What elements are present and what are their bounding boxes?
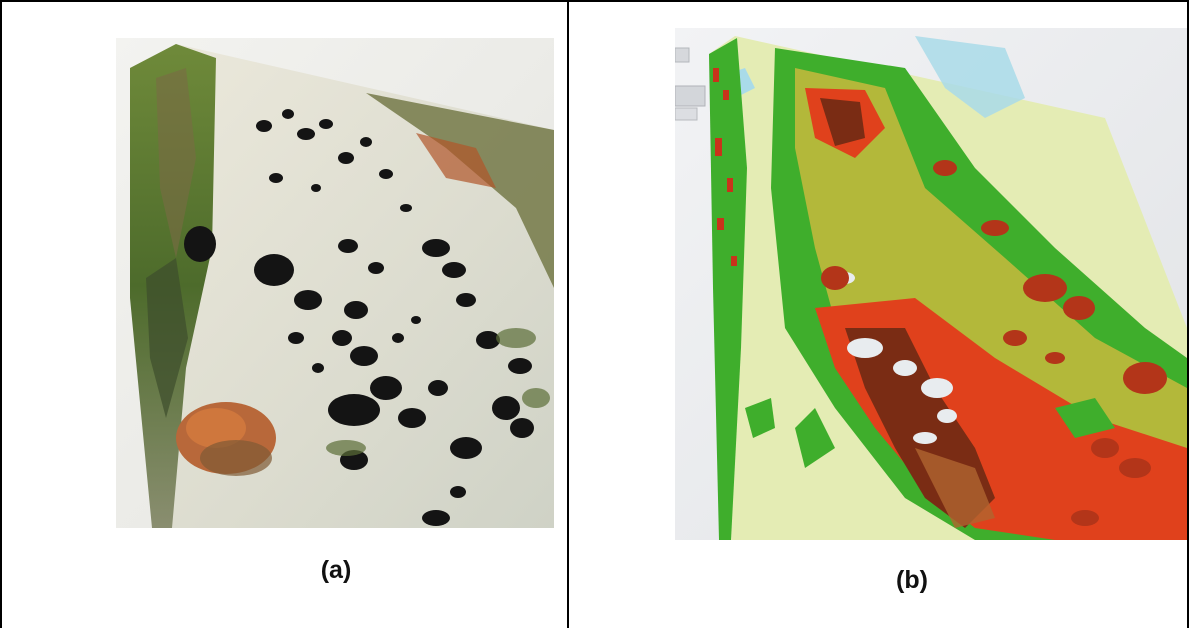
panel-a-caption: (a)	[320, 556, 352, 584]
table-right-border	[1187, 0, 1189, 628]
table-top-border	[0, 0, 1189, 2]
elevation-terrain-image	[675, 28, 1187, 540]
photo-terrain-image	[116, 38, 554, 528]
table-left-border	[0, 0, 2, 628]
panel-b-caption: (b)	[896, 566, 928, 594]
table-column-divider	[567, 0, 569, 628]
